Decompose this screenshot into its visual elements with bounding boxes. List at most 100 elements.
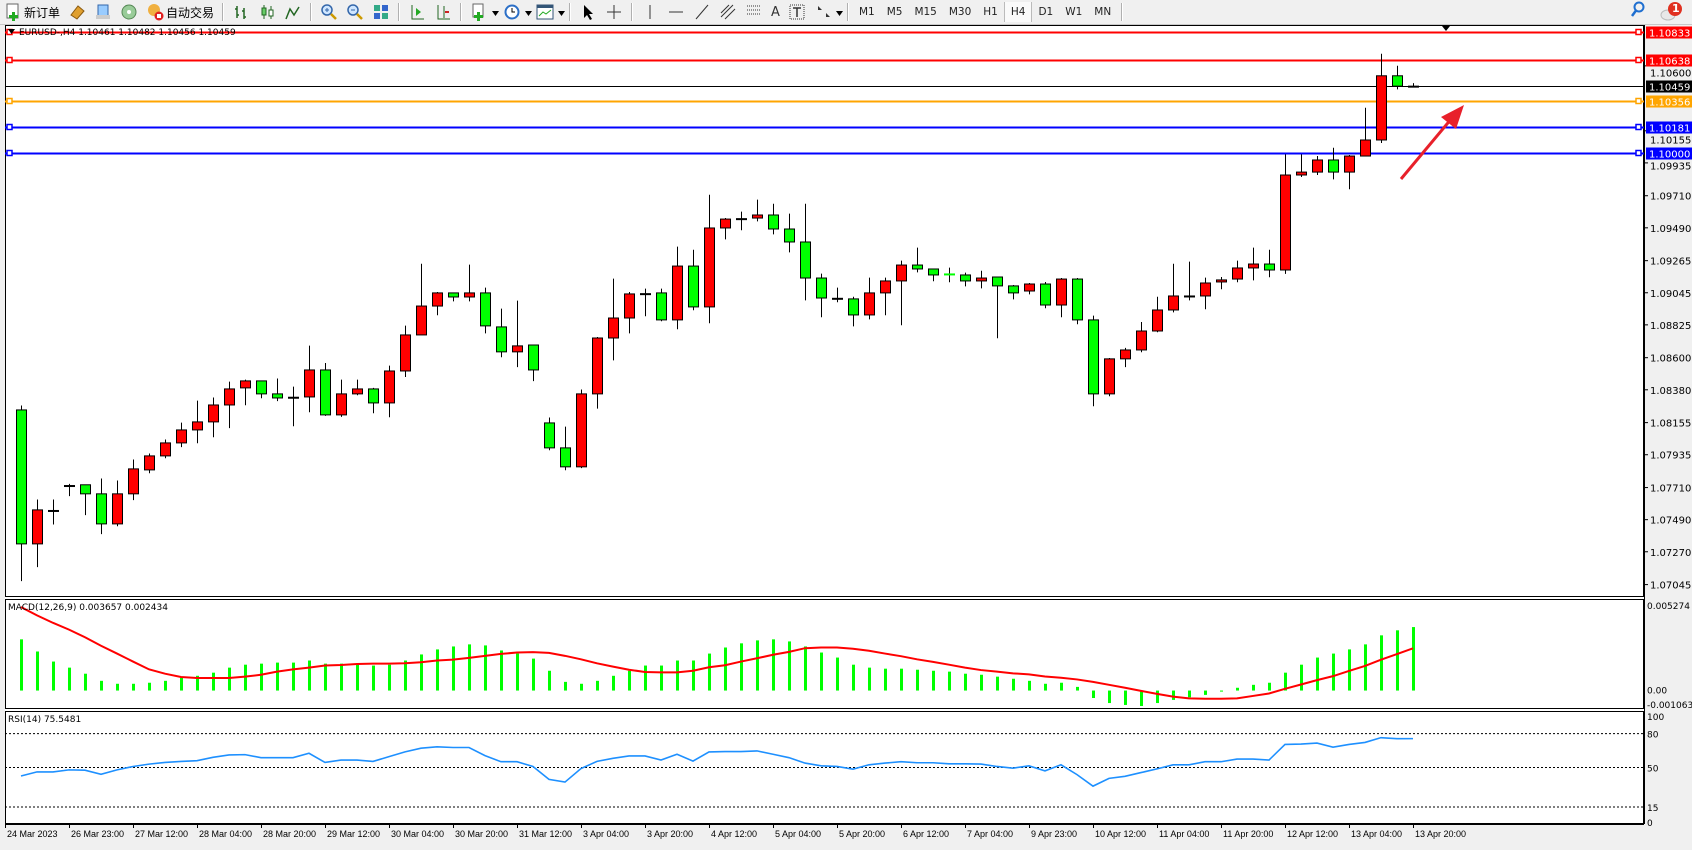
timeframe-d1[interactable]: D1 (1038, 6, 1054, 18)
templates-button[interactable] (533, 1, 557, 23)
macd-histogram-bar (244, 664, 247, 691)
line-handle-right[interactable] (1635, 123, 1642, 131)
macd-histogram-bar (356, 664, 359, 691)
periods-button[interactable] (500, 1, 524, 23)
price-line-label: 1.10000 (1649, 150, 1690, 161)
candle-body (112, 493, 123, 525)
candle-body (208, 404, 219, 423)
timeframe-m15[interactable]: M15 (914, 6, 937, 18)
candle-body (1328, 159, 1339, 173)
notifications-icon[interactable]: 1 (1660, 1, 1682, 22)
line-handle-left[interactable] (6, 97, 13, 105)
candle-body (480, 292, 491, 327)
arrows-icon (817, 6, 830, 17)
timeframe-h4[interactable]: H4 (1003, 2, 1033, 22)
line-handle-right[interactable] (1635, 97, 1642, 105)
macd-histogram-bar (980, 674, 983, 691)
timeframe-m5[interactable]: M5 (886, 6, 903, 18)
timeframe-m1[interactable]: M1 (858, 6, 875, 18)
timeframe-m30[interactable]: M30 (948, 6, 972, 18)
price-line-label: 1.10356 (1649, 98, 1690, 109)
macd-histogram-bar (212, 672, 215, 691)
zoom-out-button[interactable] (343, 1, 367, 23)
price-tick-label: 1.10155 (1650, 135, 1691, 146)
toolbar-right: 1 (1630, 1, 1682, 22)
candle-body (912, 264, 923, 270)
fibonacci-button[interactable] (716, 1, 740, 23)
auto-scroll-button[interactable] (405, 1, 429, 23)
rsi-line (20, 736, 1414, 788)
time-tick-label: 10 Apr 12:00 (1095, 829, 1146, 839)
timeframe-h1[interactable]: H1 (983, 6, 998, 18)
candle-body (1232, 267, 1243, 280)
line-handle-right[interactable] (1635, 56, 1642, 64)
annotation-arrow-head-icon[interactable] (1441, 105, 1464, 129)
line-handle-right[interactable] (1635, 28, 1642, 36)
macd-histogram-bar (404, 660, 407, 691)
price-line-label: 1.10833 (1649, 29, 1690, 40)
dropdown-caret-icon[interactable] (835, 6, 843, 19)
macd-histogram-bar (852, 664, 855, 691)
macd-histogram-bar (1268, 682, 1271, 691)
macd-histogram-bar (148, 682, 151, 691)
vertical-line-button[interactable] (638, 1, 662, 23)
macd-histogram-bar (100, 680, 103, 691)
macd-histogram-bar (772, 639, 775, 691)
macd-histogram-bar (36, 651, 39, 691)
price-tick-label: 1.07935 (1650, 451, 1691, 462)
chart-canvas[interactable]: 1.10600 1.10155 1.09935 1.09710 1.09490 1.092… (0, 25, 1692, 847)
macd-histogram-bar (1396, 630, 1399, 691)
navigator-button[interactable] (91, 1, 115, 23)
chart-shift-button[interactable] (431, 1, 455, 23)
annotation-arrow-shaft[interactable] (1399, 117, 1454, 180)
macd-histogram-bar (532, 658, 535, 691)
line-handle-right[interactable] (1635, 149, 1642, 157)
dropdown-caret-icon[interactable] (492, 6, 500, 19)
market-watch-button[interactable] (65, 1, 89, 23)
candle-body (448, 292, 459, 298)
line-handle-left[interactable] (6, 56, 13, 64)
bar-chart-button[interactable] (229, 1, 253, 23)
timeframe-mn[interactable]: MN (1094, 6, 1112, 18)
indicators-button[interactable] (467, 1, 491, 23)
line-chart-button[interactable] (281, 1, 305, 23)
macd-histogram-bar (84, 673, 87, 691)
candlestick-button[interactable] (255, 1, 279, 23)
macd-histogram-bar (1140, 690, 1143, 706)
signals-button[interactable] (117, 1, 141, 23)
new-order-button[interactable]: 新订单 (1, 1, 63, 23)
macd-label: MACD(12,26,9) 0.003657 0.002434 (8, 603, 168, 613)
candle-body (1152, 309, 1163, 332)
arrows-button[interactable] (811, 1, 835, 23)
macd-histogram-bar (1204, 690, 1207, 695)
text-tool-button[interactable]: A (771, 4, 780, 20)
toolbar-separator (460, 3, 463, 21)
line-handle-left[interactable] (6, 149, 13, 157)
auto-trading-icon (148, 4, 164, 21)
candle-body (32, 509, 43, 545)
text-label-button[interactable] (785, 1, 809, 23)
candle-body (1120, 349, 1131, 360)
line-handle-left[interactable] (6, 123, 13, 131)
macd-histogram-bar (276, 662, 279, 691)
time-tick-label: 28 Mar 04:00 (199, 829, 252, 839)
crosshair-button[interactable] (602, 1, 626, 23)
macd-histogram-bar (180, 677, 183, 691)
auto-trading-button[interactable]: 自动交易 (143, 1, 217, 23)
trendline-button[interactable] (690, 1, 714, 23)
search-icon[interactable] (1630, 1, 1646, 22)
chart-window[interactable]: 1.10600 1.10155 1.09935 1.09710 1.09490 1.092… (0, 25, 1692, 847)
chart-shift-marker-icon[interactable] (1442, 26, 1450, 31)
dropdown-caret-icon[interactable] (525, 6, 533, 19)
macd-histogram-bar (1380, 635, 1383, 691)
gann-button[interactable] (742, 1, 766, 23)
header-triangle-icon[interactable] (8, 29, 15, 34)
tile-windows-button[interactable] (369, 1, 393, 23)
candle-body (1024, 283, 1035, 292)
cursor-button[interactable] (576, 1, 600, 23)
horizontal-line-button[interactable] (664, 1, 688, 23)
timeframe-w1[interactable]: W1 (1065, 6, 1083, 18)
dropdown-caret-icon[interactable] (558, 6, 566, 19)
zoom-in-button[interactable] (317, 1, 341, 23)
candle-body (496, 326, 507, 353)
